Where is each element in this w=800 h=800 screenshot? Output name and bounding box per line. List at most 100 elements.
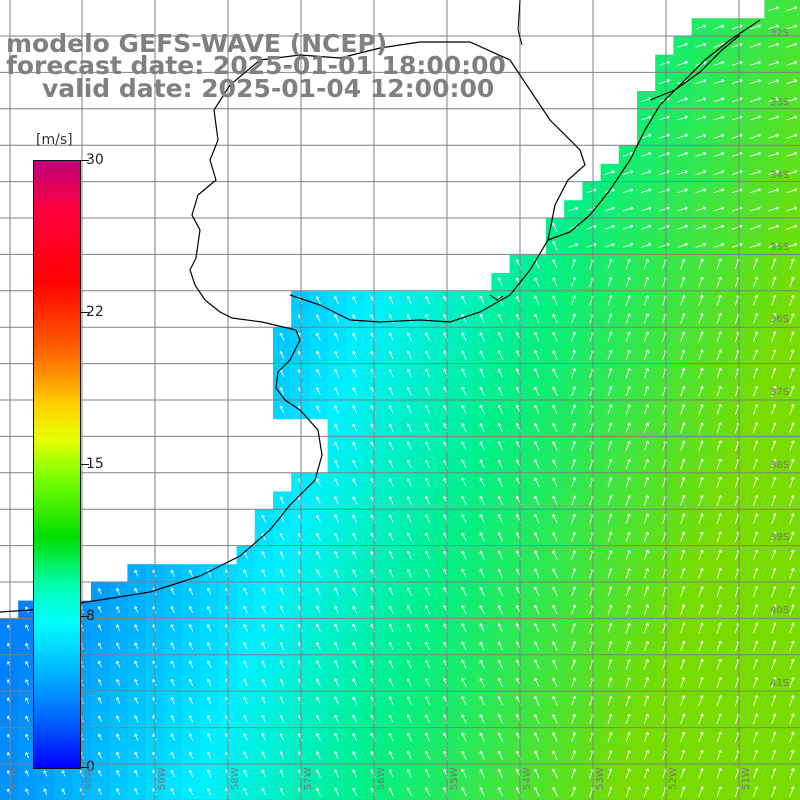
wind-arrow [279, 733, 285, 741]
wind-arrow [352, 569, 358, 578]
wind-arrow [552, 586, 558, 597]
wind-arrow [640, 188, 652, 194]
wind-arrow [497, 331, 503, 342]
wind-arrow [170, 678, 175, 687]
wind-arrow [552, 714, 558, 724]
wind-arrow [334, 332, 339, 341]
wind-arrow [188, 569, 194, 577]
wind-arrow [716, 513, 722, 525]
wind-arrow [625, 549, 631, 561]
wind-arrow [425, 350, 430, 360]
wind-arrow [698, 622, 704, 634]
lon-label: 57W [303, 767, 314, 790]
wind-arrow [659, 188, 670, 194]
wind-arrow [316, 769, 321, 778]
wind-arrow [786, 188, 798, 194]
wind-arrow [604, 224, 615, 230]
wind-arrow [352, 550, 358, 560]
colorbar-label: 30 [86, 152, 104, 168]
wind-arrow [316, 696, 321, 705]
wind-arrow [680, 695, 686, 706]
wind-arrow [425, 568, 430, 578]
colorbar-tick [81, 616, 89, 617]
wind-arrow [25, 788, 30, 795]
river-plate-shore [547, 19, 761, 241]
wind-arrow [279, 678, 285, 687]
wind-arrow [749, 242, 761, 248]
wind-arrow [607, 768, 613, 779]
wind-arrow [607, 731, 613, 743]
colorbar [33, 160, 81, 769]
wind-arrow [571, 750, 576, 761]
wind-arrow [698, 604, 704, 615]
wind-arrow [388, 587, 394, 596]
lat-label: 36S [770, 314, 790, 325]
wind-arrow [571, 422, 576, 433]
wind-arrow [552, 313, 558, 324]
wind-arrow [713, 224, 725, 230]
lon-label: 52W [668, 767, 679, 790]
wind-arrow [406, 550, 412, 560]
wind-arrow [243, 714, 248, 723]
wind-arrow [698, 385, 704, 397]
lat-label: 41S [770, 678, 790, 689]
wind-arrow [625, 750, 631, 761]
wind-arrow [768, 24, 780, 30]
wind-arrow [461, 568, 467, 578]
wind-arrow [316, 296, 321, 305]
wind-arrow [731, 151, 743, 157]
wind-arrow [116, 751, 121, 759]
wind-arrow [497, 495, 503, 506]
wind-arrow [586, 188, 597, 194]
wind-arrow [188, 696, 194, 705]
wind-arrow [170, 569, 175, 577]
wind-speed-cell [254, 782, 274, 800]
wind-arrow [388, 459, 394, 469]
wind-arrow [716, 385, 722, 397]
wind-arrow [698, 768, 704, 779]
wind-arrow [207, 769, 212, 778]
wind-arrow [97, 751, 102, 759]
wind-arrow [388, 568, 394, 578]
wind-arrow [552, 240, 558, 251]
wind-arrow [406, 678, 412, 687]
wind-arrow [731, 79, 743, 84]
wind-arrow [479, 677, 485, 687]
wind-arrow [316, 751, 321, 760]
wind-arrow [753, 567, 759, 579]
wind-arrow [425, 496, 430, 505]
wind-arrow [461, 641, 467, 651]
wind-arrow [243, 587, 248, 596]
wind-arrow [771, 531, 777, 543]
wind-arrow [406, 423, 412, 432]
wind-arrow [768, 115, 780, 121]
wind-arrow [771, 786, 777, 798]
wind-speed-cell [0, 782, 19, 800]
wind-arrow [768, 170, 780, 175]
wind-arrow [771, 494, 777, 506]
wind-arrow [789, 276, 795, 288]
wind-arrow [643, 531, 649, 543]
wind-arrow [768, 97, 780, 103]
wind-arrow [753, 695, 759, 707]
wind-arrow [695, 24, 707, 30]
wind-arrow [716, 403, 722, 415]
wind-arrow [786, 6, 798, 12]
wind-arrow [625, 586, 631, 597]
wind-arrow [622, 188, 634, 194]
wind-arrow [607, 495, 613, 506]
wind-arrow [643, 695, 649, 706]
wind-arrow [680, 640, 686, 652]
wind-arrow [479, 386, 485, 396]
wind-arrow [771, 676, 777, 688]
lon-label: 53W [595, 767, 606, 790]
wind-arrow [571, 713, 576, 724]
wind-arrow [552, 477, 558, 487]
wind-arrow [497, 641, 503, 651]
wind-arrow [552, 532, 558, 542]
wind-arrow [716, 331, 722, 343]
wind-arrow [713, 79, 725, 84]
wind-arrow [677, 206, 688, 212]
wind-arrow [625, 622, 631, 633]
wind-arrow [316, 478, 321, 487]
